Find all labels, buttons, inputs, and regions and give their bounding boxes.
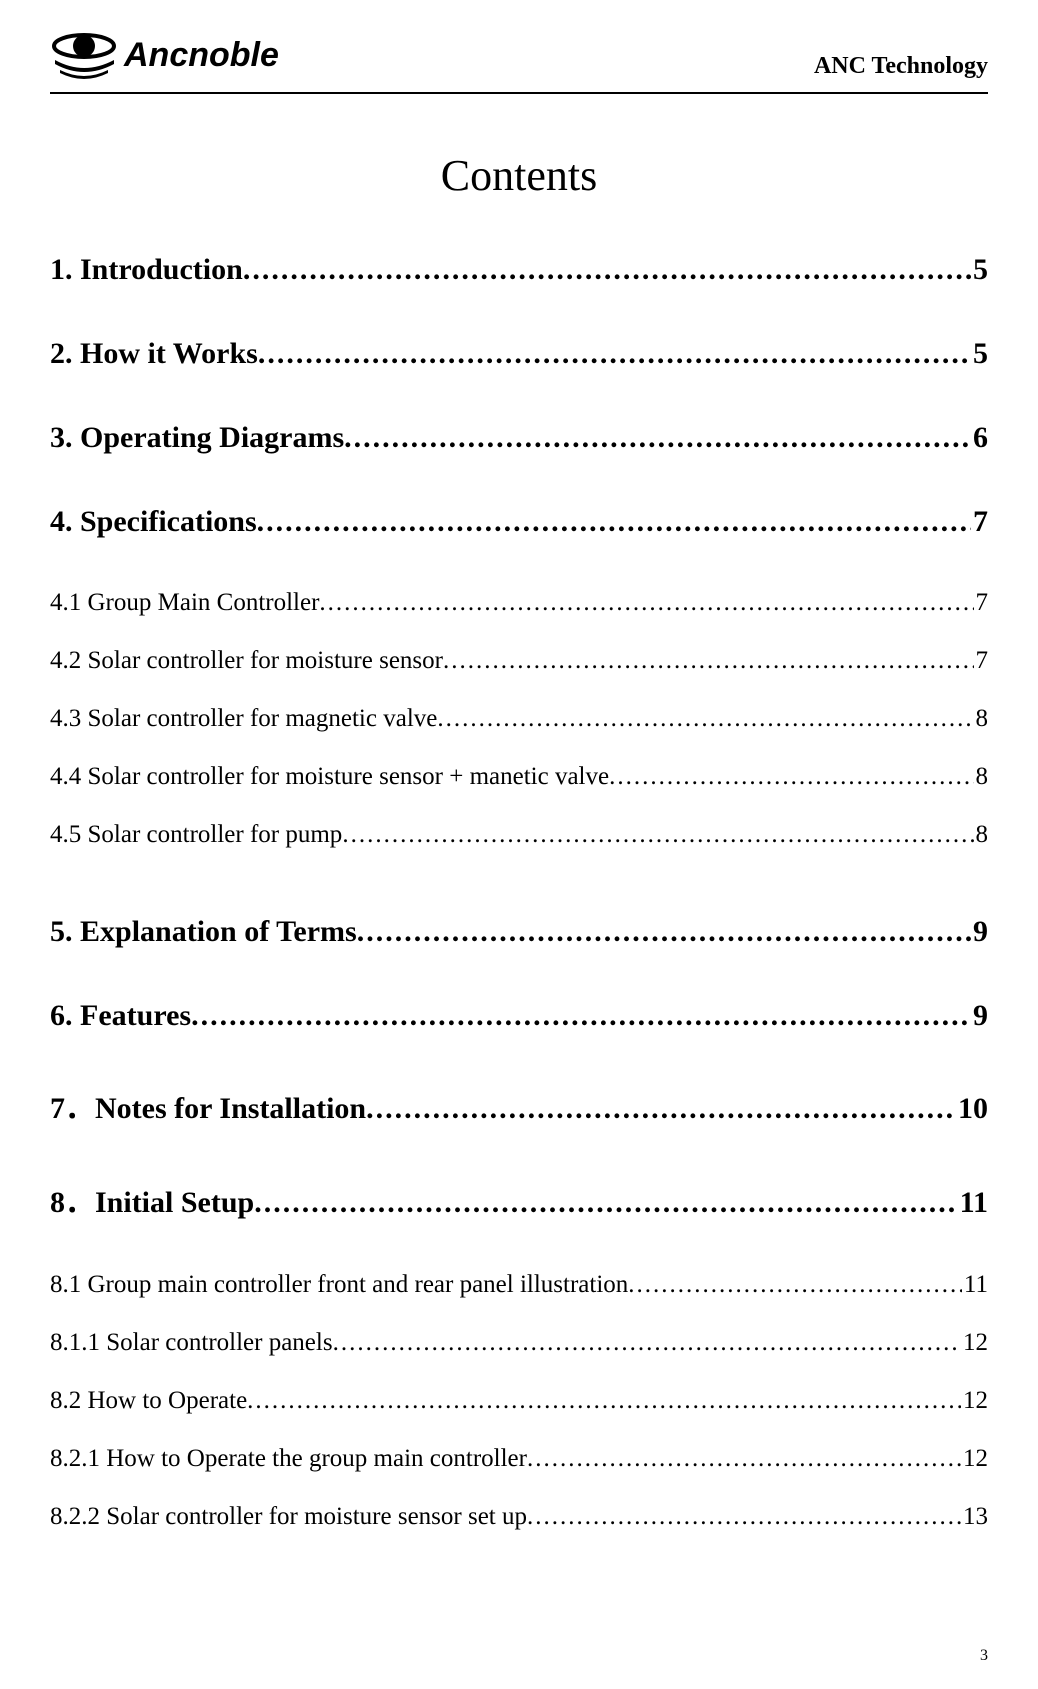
toc-text: 2. How it Works: [50, 337, 258, 371]
toc-entry: 4.3 Solar controller for magnetic valve.…: [50, 705, 988, 733]
toc-entry: 1. Introduction ........................…: [50, 253, 988, 287]
toc-page: 6: [971, 421, 988, 455]
toc-text: 8．Initial Setup: [50, 1177, 254, 1221]
toc-leader-dots: ........................................…: [527, 1503, 961, 1531]
toc-leader-dots: ........................................…: [609, 763, 973, 791]
toc-page: 9: [971, 915, 988, 949]
toc-entry: 8.2 How to Operate .....................…: [50, 1387, 988, 1415]
toc-page: 5: [971, 253, 988, 287]
toc-leader-dots: ........................................…: [333, 1329, 961, 1357]
page-header: Ancnoble ANC Technology: [50, 24, 988, 94]
toc-page: 8: [974, 705, 989, 733]
toc-entry: 8.1 Group main controller front and rear…: [50, 1271, 988, 1299]
toc-text: 5. Explanation of Terms: [50, 915, 357, 949]
toc-page: 5: [971, 337, 988, 371]
toc-entry: 4. Specifications.......................…: [50, 505, 988, 539]
toc-text: 4.4 Solar controller for moisture sensor…: [50, 763, 609, 791]
toc-page: 11: [958, 1186, 988, 1220]
toc-leader-dots: ........................................…: [258, 337, 971, 371]
ancnoble-logo-icon: Ancnoble: [50, 24, 330, 84]
toc-leader-dots: ........................................…: [527, 1445, 961, 1473]
toc-entry: 2. How it Works.........................…: [50, 337, 988, 371]
toc-text: 4. Specifications: [50, 505, 257, 539]
toc-entry: 7．Notes for Installation ...............…: [50, 1083, 988, 1127]
toc-leader-dots: ........................................…: [366, 1092, 956, 1126]
toc-text: 4.5 Solar controller for pump: [50, 821, 342, 849]
toc-leader-dots: ........................................…: [257, 505, 971, 539]
toc-entry: 8.1.1 Solar controller panels...........…: [50, 1329, 988, 1357]
toc-text: 6. Features: [50, 999, 191, 1033]
toc-text: 1. Introduction: [50, 253, 243, 287]
toc-entry: 8.2.1 How to Operate the group main cont…: [50, 1445, 988, 1473]
toc-entry: 8．Initial Setup ........................…: [50, 1177, 988, 1221]
toc-page: 8: [974, 763, 989, 791]
toc-page: 7: [971, 505, 988, 539]
svg-text:Ancnoble: Ancnoble: [123, 36, 279, 74]
toc-entry: 4.5 Solar controller for pump ..........…: [50, 821, 988, 849]
toc-leader-dots: ........................................…: [191, 999, 971, 1033]
page-number: 3: [980, 1647, 988, 1665]
toc-leader-dots: ........................................…: [247, 1387, 961, 1415]
toc-text: 4.2 Solar controller for moisture sensor: [50, 647, 443, 675]
logo: Ancnoble: [50, 24, 330, 84]
toc-entry: 4.1 Group Main Controller...............…: [50, 589, 988, 617]
toc-page: 10: [956, 1092, 988, 1126]
toc-page: 7: [974, 589, 989, 617]
toc-text: 8.1.1 Solar controller panels: [50, 1329, 333, 1357]
toc-text: 8.1 Group main controller front and rear…: [50, 1271, 628, 1299]
toc-text: 7．Notes for Installation: [50, 1083, 366, 1127]
toc-leader-dots: ........................................…: [628, 1271, 962, 1299]
toc-leader-dots: ........................................…: [344, 421, 971, 455]
toc-text: 8.2.2 Solar controller for moisture sens…: [50, 1503, 527, 1531]
toc-page: 12: [961, 1445, 988, 1473]
toc-entry: 5. Explanation of Terms ................…: [50, 915, 988, 949]
toc-text: 4.1 Group Main Controller: [50, 589, 319, 617]
toc-text: 3. Operating Diagrams: [50, 421, 344, 455]
toc-text: 4.3 Solar controller for magnetic valve: [50, 705, 437, 733]
table-of-contents: 1. Introduction ........................…: [50, 253, 988, 1531]
toc-page: 7: [974, 647, 989, 675]
toc-entry: 6. Features ............................…: [50, 999, 988, 1033]
toc-leader-dots: ........................................…: [254, 1186, 957, 1220]
toc-page: 8: [974, 821, 989, 849]
toc-page: 13: [961, 1503, 988, 1531]
toc-entry: 3. Operating Diagrams ..................…: [50, 421, 988, 455]
toc-entry: 4.4 Solar controller for moisture sensor…: [50, 763, 988, 791]
header-company: ANC Technology: [814, 53, 988, 84]
toc-entry: 8.2.2 Solar controller for moisture sens…: [50, 1503, 988, 1531]
toc-entry: 4.2 Solar controller for moisture sensor…: [50, 647, 988, 675]
toc-leader-dots: ........................................…: [443, 647, 974, 675]
toc-leader-dots: ........................................…: [243, 253, 971, 287]
toc-page: 12: [961, 1387, 988, 1415]
toc-leader-dots: ........................................…: [319, 589, 973, 617]
toc-leader-dots: ........................................…: [437, 705, 973, 733]
toc-text: 8.2.1 How to Operate the group main cont…: [50, 1445, 527, 1473]
toc-leader-dots: ........................................…: [342, 821, 973, 849]
toc-page: 11: [962, 1271, 988, 1299]
contents-title: Contents: [50, 150, 988, 201]
toc-page: 12: [961, 1329, 988, 1357]
toc-gap: [50, 879, 988, 915]
toc-page: 9: [971, 999, 988, 1033]
toc-leader-dots: ........................................…: [357, 915, 971, 949]
toc-text: 8.2 How to Operate: [50, 1387, 247, 1415]
